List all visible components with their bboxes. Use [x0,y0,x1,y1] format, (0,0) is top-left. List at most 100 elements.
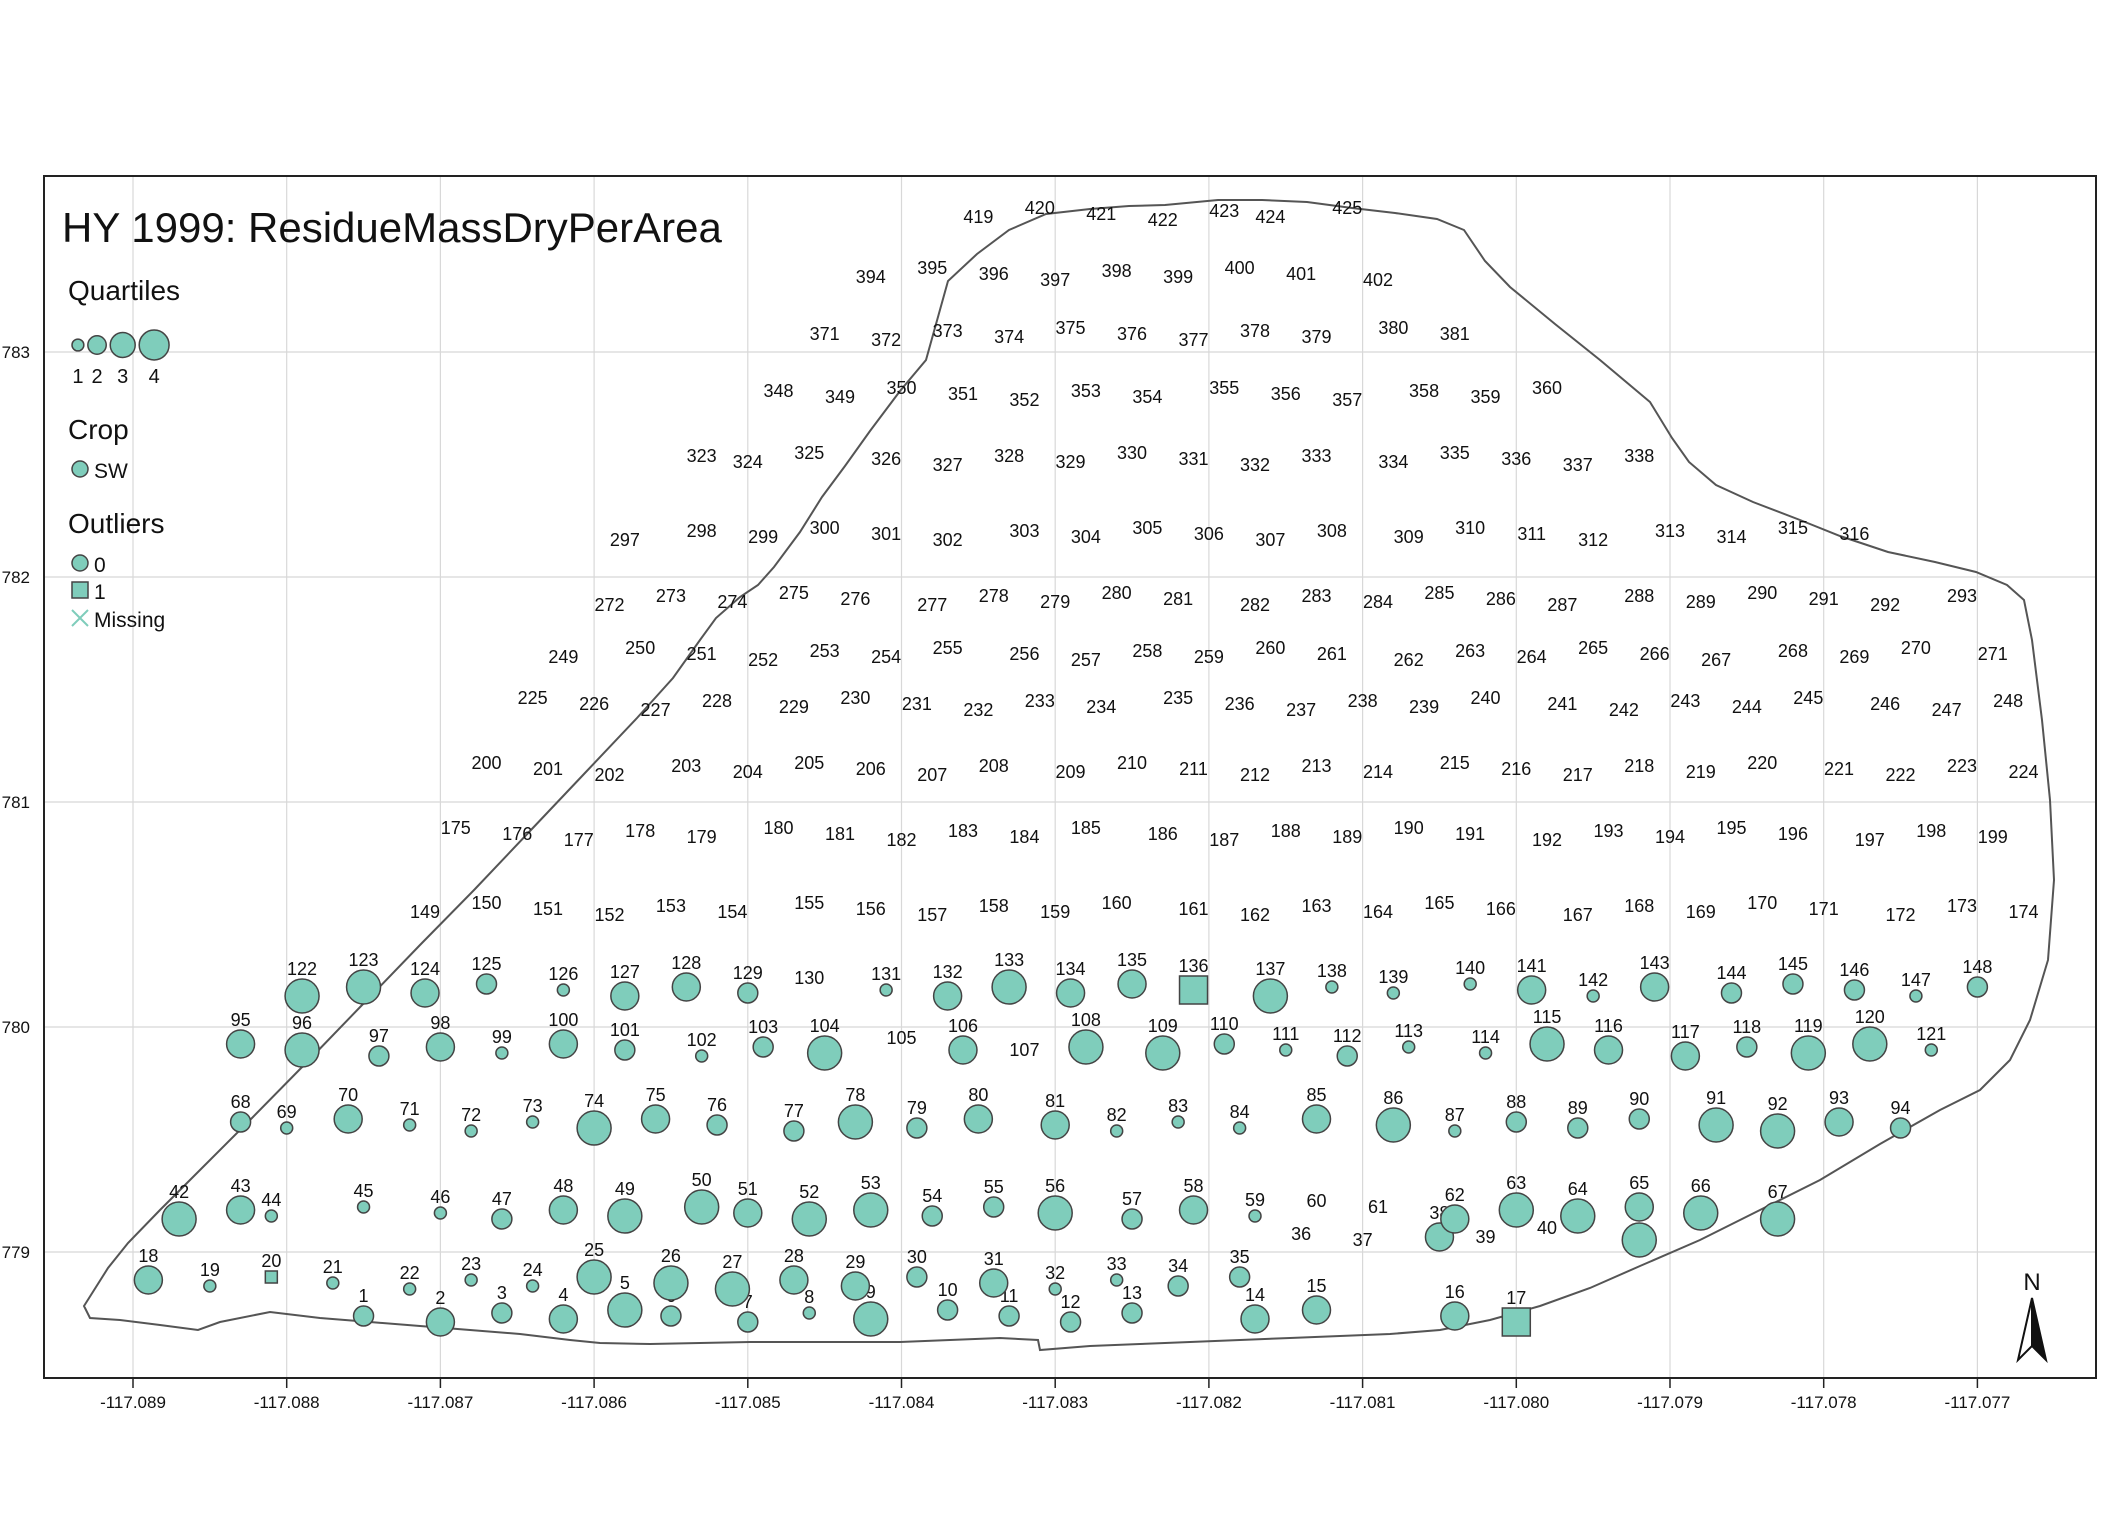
plot-marker [402,1282,417,1296]
plot-label: 75 [646,1085,666,1105]
plot-label: 183 [948,821,978,841]
plot-marker [284,978,320,1014]
plot-label: 285 [1424,583,1454,603]
plot-label: 132 [933,962,963,982]
plot-marker [333,1104,363,1134]
plot-label: 425 [1332,198,1362,218]
plot-marker [464,1124,478,1138]
plot-marker [802,1306,817,1320]
plot-marker [1375,1107,1412,1143]
plot-label: 34 [1168,1256,1188,1276]
plot-label: 142 [1578,970,1608,990]
quartile-2-symbol [87,335,107,355]
plot-label: 223 [1947,756,1977,776]
plot-label: 399 [1163,267,1193,287]
plot-marker [840,1271,871,1301]
plot-label: 424 [1255,207,1285,227]
x-tick-label: -117.082 [1176,1393,1242,1412]
plot-marker [284,1032,320,1068]
plot-label: 23 [461,1254,481,1274]
plot-label: 323 [687,446,717,466]
plot-marker [921,1205,943,1227]
plot-label: 310 [1455,518,1485,538]
plot-marker [1059,1311,1082,1333]
plot-label: 231 [902,694,932,714]
plot-label: 397 [1040,270,1070,290]
plot-label: 136 [1179,956,1209,976]
outlier-1-symbol [71,581,89,599]
plot-label: 90 [1629,1089,1649,1109]
plot-marker [1301,1104,1332,1134]
plot-label: 214 [1363,762,1393,782]
plot-label: 157 [917,905,947,925]
plot-marker [906,1117,928,1139]
plot-marker [1782,973,1804,995]
plot-label: 266 [1640,644,1670,664]
plot-marker [1852,1026,1888,1062]
plot-label: 357 [1332,390,1362,410]
plot-label: 195 [1716,818,1746,838]
map-frame [43,175,2097,1379]
plot-marker [368,1045,390,1067]
plot-label: 171 [1809,899,1839,919]
plot-label: 272 [594,595,624,615]
plot-label: 398 [1102,261,1132,281]
plot-label: 324 [733,452,763,472]
plot-marker [706,1114,728,1136]
plot-marker [1279,1043,1293,1057]
plot-marker [1682,1195,1719,1231]
sample-markers [133,969,1989,1337]
plot-label: 127 [610,962,640,982]
plot-label: 39 [1476,1227,1496,1247]
plot-label: 128 [671,953,701,973]
crop-symbol [71,460,89,478]
plot-label: 125 [471,954,501,974]
plot-marker [1145,1035,1181,1071]
plot-label: 222 [1886,765,1916,785]
plot-label: 13 [1122,1283,1142,1303]
plot-marker [1252,978,1289,1014]
plot-label: 178 [625,821,655,841]
plot-marker [982,1196,1005,1218]
plot-marker [1055,978,1086,1008]
plot-label: 103 [748,1017,778,1037]
missing-x-icon [71,609,89,627]
x-axis-ticks: -117.089 -117.088 -117.087 -117.086 -117.085… [100,1378,2010,1412]
plot-marker [425,1032,456,1062]
plot-marker [1448,1124,1462,1138]
plot-marker [229,1111,252,1133]
plot-label: 333 [1301,446,1331,466]
plot-label: 172 [1886,905,1916,925]
plot-label: 358 [1409,381,1439,401]
plot-label: 62 [1445,1185,1465,1205]
plot-marker [978,1268,1009,1298]
plot-label: 298 [687,521,717,541]
legend-quartiles-title: Quartiles [68,275,180,306]
plot-label: 325 [794,443,824,463]
plot-marker [225,1195,256,1225]
plot-label: 14 [1245,1285,1265,1305]
plot-marker [1037,1195,1073,1231]
plot-label: 162 [1240,905,1270,925]
map-title: HY 1999: ResidueMassDryPerArea [62,204,723,251]
plot-label: 147 [1901,970,1931,990]
plot-label: 95 [231,1010,251,1030]
plot-label: 196 [1778,824,1808,844]
plot-label: 53 [861,1173,881,1193]
plot-label: 15 [1306,1276,1326,1296]
plot-label: 5 [620,1273,630,1293]
plot-label: 227 [641,700,671,720]
plot-label: 250 [625,638,655,658]
quartile-3-symbol [109,331,136,359]
plot-label: 245 [1793,688,1823,708]
quartile-label: 1 [72,366,83,388]
plot-marker [1593,1035,1624,1065]
plot-label: 22 [400,1263,420,1283]
plot-marker [1109,1124,1124,1138]
plot-label: 140 [1455,958,1485,978]
plot-label: 113 [1394,1021,1423,1041]
plot-marker [1386,986,1401,1000]
plot-label: 205 [794,753,824,773]
plot-label: 198 [1916,821,1946,841]
